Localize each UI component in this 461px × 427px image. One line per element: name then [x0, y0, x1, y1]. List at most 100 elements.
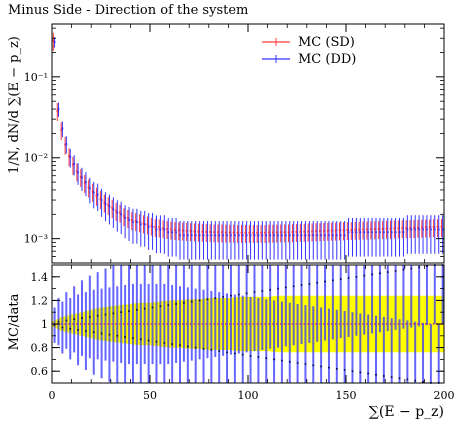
ratio-point: [112, 312, 115, 315]
ratio-point: [209, 323, 211, 325]
ratio-point: [307, 323, 309, 325]
main-point: [119, 211, 121, 214]
main-point: [284, 234, 287, 237]
legend-label-mc-sd: MC (SD): [298, 35, 355, 50]
ratio-point: [201, 323, 204, 325]
ratio-y-tick-label: 1: [41, 318, 48, 331]
ratio-point: [155, 340, 158, 343]
main-point: [205, 231, 208, 233]
ratio-point: [91, 323, 94, 325]
main-point: [316, 234, 319, 237]
main-point: [56, 109, 59, 112]
ratio-point: [99, 323, 102, 325]
ratio-point: [422, 381, 424, 383]
ratio-point: [65, 319, 68, 322]
main-point: [53, 41, 56, 43]
ratio-point: [413, 323, 415, 325]
main-point: [214, 234, 217, 237]
main-point: [108, 205, 111, 208]
main-point: [209, 231, 212, 233]
main-point: [260, 231, 263, 234]
main-point: [432, 226, 435, 228]
main-point: [171, 231, 174, 234]
ratio-point: [214, 297, 217, 299]
main-point: [132, 221, 134, 224]
ratio-point: [166, 323, 168, 325]
main-point: [226, 234, 228, 237]
ratio-point: [136, 309, 138, 311]
main-point: [307, 230, 310, 233]
main-point: [398, 231, 401, 234]
ratio-point: [198, 299, 201, 302]
ratio-point: [183, 301, 185, 304]
ratio-point: [167, 304, 170, 306]
main-point: [92, 191, 95, 194]
main-point: [413, 226, 415, 229]
ratio-point: [432, 323, 435, 325]
main-point: [159, 228, 162, 231]
ratio-point: [389, 323, 392, 325]
ratio-point: [354, 323, 356, 325]
ratio-point: [100, 332, 103, 335]
main-point: [334, 229, 337, 232]
ratio-point: [261, 290, 264, 292]
ratio-point: [332, 279, 334, 282]
ratio-point: [343, 369, 346, 371]
main-point: [198, 234, 201, 237]
main-point: [158, 226, 161, 229]
main-point: [241, 234, 244, 237]
main-point: [342, 229, 345, 232]
ratio-point: [330, 323, 333, 325]
ratio-point: [72, 323, 74, 325]
main-point: [347, 231, 350, 234]
main-point: [83, 181, 86, 184]
main-point: [202, 234, 205, 237]
ratio-series-mc-dd: [53, 264, 444, 384]
ratio-point: [336, 368, 338, 370]
ratio-point: [316, 281, 318, 284]
ratio-point: [244, 323, 247, 325]
ratio-point: [268, 323, 270, 325]
main-point: [245, 234, 248, 237]
main-point: [175, 231, 177, 234]
main-point: [186, 234, 189, 237]
main-point: [233, 234, 236, 237]
main-point: [217, 231, 219, 234]
ratio-point: [146, 323, 149, 325]
ratio-point: [279, 323, 282, 325]
ratio-point: [426, 265, 428, 267]
main-point: [303, 230, 306, 233]
ratio-point: [162, 323, 164, 325]
main-point: [291, 231, 294, 233]
ratio-point: [296, 362, 299, 364]
ratio-point: [225, 323, 227, 325]
ratio-point: [338, 323, 341, 325]
ratio-point: [187, 345, 189, 348]
main-point: [283, 231, 286, 234]
ratio-point: [104, 313, 107, 316]
main-point: [418, 228, 421, 231]
chart-title: Minus Side - Direction of the system: [8, 3, 249, 18]
main-point: [271, 231, 274, 234]
main-point: [371, 231, 373, 234]
ratio-point: [320, 365, 322, 368]
ratio-point: [324, 280, 326, 283]
ratio-point: [367, 372, 369, 375]
ratio-point: [159, 305, 162, 308]
ratio-point: [241, 353, 244, 356]
main-point: [128, 219, 130, 221]
ratio-point: [390, 376, 393, 378]
ratio-point: [291, 323, 294, 325]
main-point: [206, 234, 209, 237]
main-y-axis-label: 1/N, dN/d ∑(E − p_z): [7, 36, 22, 174]
ratio-point: [116, 335, 119, 337]
ratio-point: [151, 306, 154, 309]
main-point: [389, 227, 392, 230]
main-point: [177, 229, 180, 232]
ratio-point: [260, 323, 262, 325]
ratio-point: [381, 323, 384, 325]
main-point: [91, 190, 94, 193]
main-point: [339, 234, 342, 237]
ratio-point: [405, 323, 407, 325]
main-point: [264, 231, 266, 234]
